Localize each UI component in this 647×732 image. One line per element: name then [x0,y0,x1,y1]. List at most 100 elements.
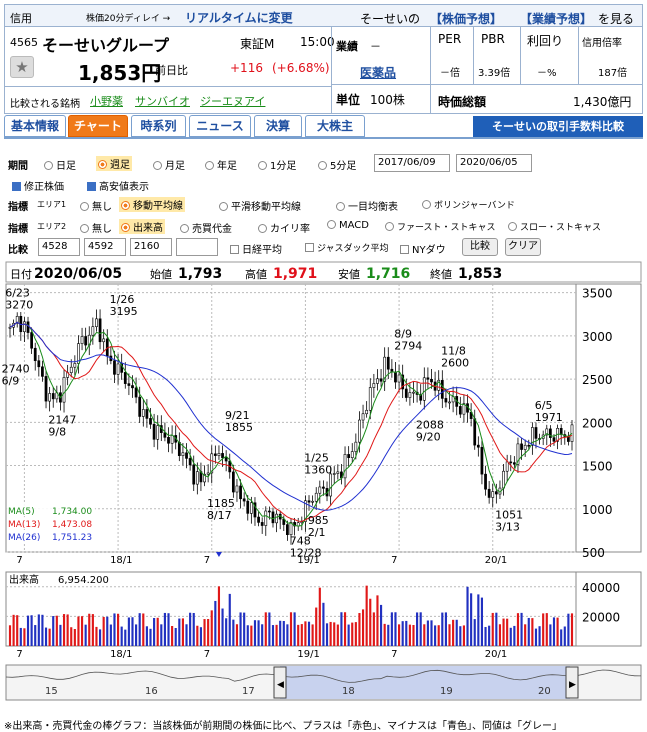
annotation-value: 8/17 [207,509,232,522]
volume-bar [325,623,329,646]
compare-jasdaq-check[interactable]: ジャスダック平均 [305,241,389,254]
ma-legend-name: MA(5) [8,507,35,517]
candle-body [379,378,383,382]
volume-bar [221,608,224,646]
fee-compare-button[interactable]: そーせいの取引手数料比較 [473,116,643,137]
compare-nikkei-check[interactable]: 日経平均 [230,241,282,256]
compare-nydow-check[interactable]: NYダウ [400,241,446,256]
volume-bar [73,629,76,646]
tab-earnings[interactable]: 決算 [254,115,302,137]
compare-input-4[interactable] [176,238,218,256]
volume-bar [304,621,307,646]
candle-body [408,392,412,398]
annotation-value: 2/1 [308,526,326,539]
annotation-value: 9/8 [48,426,66,439]
candle-body [239,485,242,500]
area1-smoothed-ma[interactable]: 平滑移動平均線 [219,198,301,213]
volume-bar [412,624,415,646]
volume-bar [113,613,116,646]
period-weekly[interactable]: 週足 [96,156,132,171]
volume-time-tick-label: 19/1 [297,649,319,660]
candle-body [350,451,354,458]
earnings-forecast-link[interactable]: 【業績予想】 [520,12,593,26]
candle-body [30,332,33,349]
area1-ichimoku[interactable]: 一目均衡表 [336,198,398,213]
area1-none[interactable]: 無し [80,198,112,213]
candle-body [192,464,196,485]
stock-forecast-link[interactable]: 【株価予想】 [430,12,503,26]
volume-bar [322,602,325,646]
clear-button[interactable]: クリア [505,238,541,256]
to-date-input[interactable]: 2020/06/05 [456,154,532,172]
area2-macd[interactable]: MACD [327,220,369,231]
compare-input-1[interactable]: 4528 [38,238,80,256]
candle-body [203,473,206,483]
navigator-right-handle[interactable] [565,666,579,699]
candle-body [138,396,142,417]
margin-label: 信用倍率 [582,38,622,49]
volume-bar [124,629,127,646]
area2-volume[interactable]: 出来高 [119,219,165,234]
navigator-left-handle[interactable] [273,666,287,699]
compare-stock-3[interactable]: ジーエヌアイ [200,95,266,108]
navigator-tick-label: 19 [440,686,453,697]
area2-none[interactable]: 無し [80,220,112,235]
adjusted-price-check[interactable]: 修正株価 [12,178,64,193]
volume-bar [117,613,120,646]
candle-body [271,511,275,524]
area2-slow-stoch[interactable]: スロー・ストキャス [508,220,601,233]
volume-bar [160,624,163,646]
compare-input-2[interactable]: 4592 [84,238,126,256]
realtime-link[interactable]: リアルタイムに変更 [185,11,293,25]
info-bar [5,261,642,283]
candle-body [141,409,145,417]
candle-body [37,360,41,368]
period-yearly[interactable]: 年足 [205,157,237,172]
tab-chart[interactable]: チャート [68,115,128,137]
annotation-value: 6/9 [2,374,20,387]
candle-body [549,428,552,438]
candle-body [534,427,538,439]
volume-bar [462,625,465,646]
tab-shareholders[interactable]: 大株主 [305,115,365,137]
sector-link[interactable]: 医薬品 [360,66,397,80]
area2-fast-stoch[interactable]: ファースト・ストキャス [385,220,496,233]
candle-body [134,387,138,398]
volume-bar [372,612,375,646]
candle-body [253,502,257,518]
candle-body [473,418,477,446]
area1-bollinger[interactable]: ボリンジャーバンド [422,198,515,211]
compare-stock-2[interactable]: サンバイオ [135,95,190,108]
volume-bar [524,624,527,646]
candle-body [552,437,556,442]
favorite-star-button[interactable]: ★ [10,56,34,78]
candle-body [77,343,80,364]
period-daily[interactable]: 日足 [44,157,76,172]
period-5min[interactable]: 5分足 [318,157,356,172]
area2-trade-value[interactable]: 売買代金 [180,220,232,235]
volume-bar [88,613,91,646]
high-low-check[interactable]: 高安値表示 [87,178,149,193]
volume-bar [261,624,264,646]
period-monthly[interactable]: 月足 [153,157,185,172]
compare-input-3[interactable]: 2160 [130,238,172,256]
tab-news[interactable]: ニュース [189,115,251,137]
tab-basic-info[interactable]: 基本情報 [4,115,66,137]
candle-body [307,500,311,503]
compare-stock-1[interactable]: 小野薬 [90,95,123,108]
candle-body [520,443,523,450]
volume-bar [437,625,440,646]
candle-body [523,444,527,450]
from-date-input[interactable]: 2017/06/09 [374,154,450,172]
period-1min[interactable]: 1分足 [258,157,296,172]
compare-button[interactable]: 比較 [462,238,498,256]
info-low-label: 安値 [338,267,360,281]
volume-bar [16,615,19,646]
tab-timeseries[interactable]: 時系列 [131,115,186,137]
volume-bar [315,607,318,646]
candle-body [426,377,430,380]
area1-moving-avg[interactable]: 移動平均線 [119,197,185,212]
area2-deviation[interactable]: カイリ率 [258,220,310,235]
ma-legend-bg [7,530,95,542]
volume-bar [34,625,37,646]
